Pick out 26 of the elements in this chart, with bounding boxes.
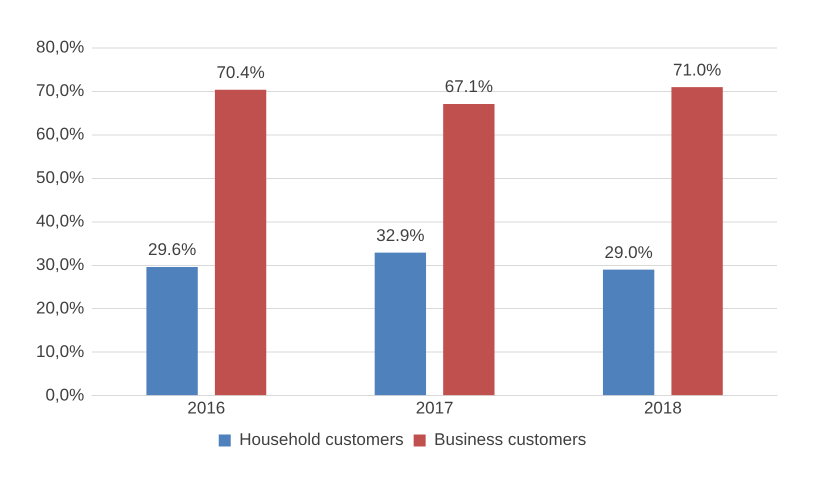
data-label: 29.6%	[148, 240, 196, 260]
bar	[214, 90, 266, 396]
y-tick-label: 30,0%	[36, 254, 84, 274]
y-tick-label: 20,0%	[36, 298, 84, 318]
data-label: 71.0%	[673, 60, 722, 80]
data-label: 32.9%	[376, 226, 424, 245]
y-tick-label: 80,0%	[36, 38, 84, 57]
x-tick-label: 2016	[187, 398, 226, 418]
data-label: 29.0%	[604, 242, 653, 262]
y-tick-label: 0,0%	[45, 385, 84, 404]
x-tick-label: 2017	[416, 398, 454, 418]
bar	[602, 270, 654, 396]
bar	[443, 104, 495, 396]
y-tick-label: 70,0%	[36, 81, 84, 100]
data-label: 70.4%	[216, 62, 265, 82]
bar	[146, 266, 198, 396]
bar	[374, 252, 426, 396]
x-tick-label: 2018	[644, 398, 682, 418]
y-tick-label: 60,0%	[36, 124, 84, 144]
data-label: 67.1%	[444, 77, 493, 96]
legend-label: Household customers	[239, 430, 404, 450]
bar	[671, 87, 723, 396]
y-tick-label: 50,0%	[36, 168, 84, 188]
legend-label: Business customers	[434, 430, 586, 450]
y-tick-label: 40,0%	[36, 211, 84, 230]
y-tick-label: 10,0%	[36, 342, 84, 361]
